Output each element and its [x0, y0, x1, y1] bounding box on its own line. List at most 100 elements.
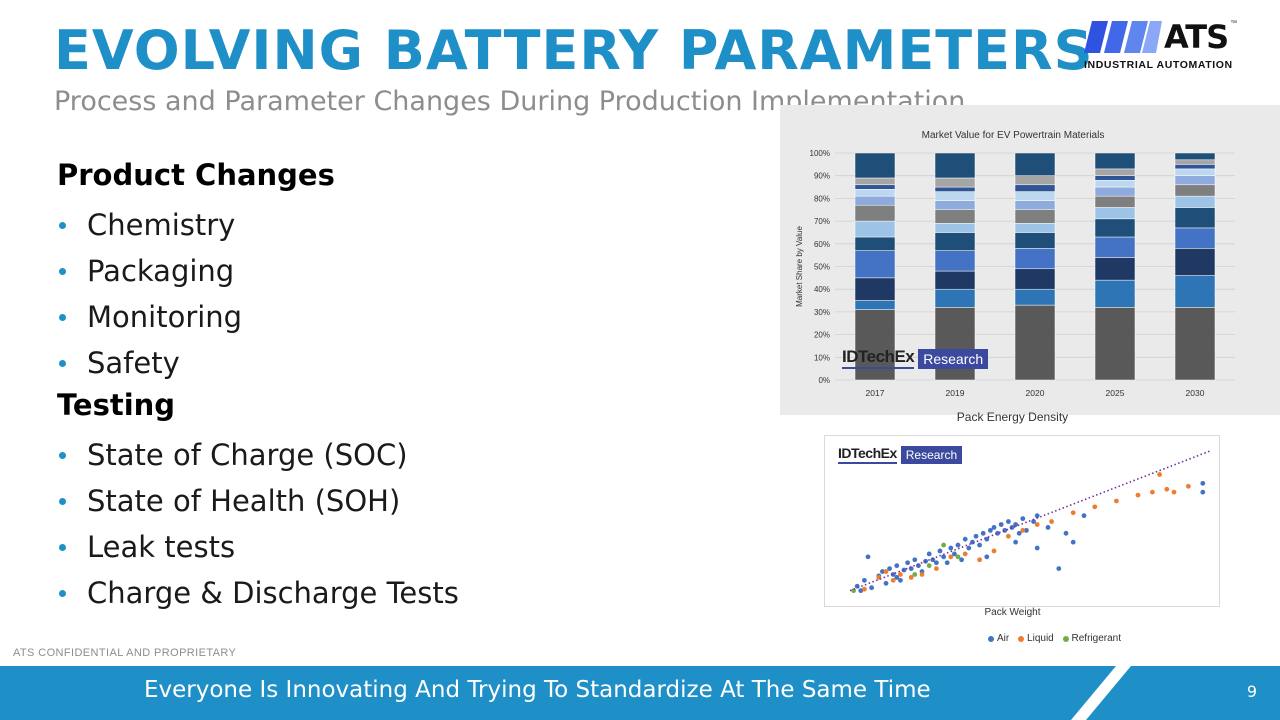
scatter-point — [1135, 492, 1141, 498]
idtechex-logo-secondary: IDTechEx Research — [838, 446, 963, 464]
bar-segment — [1174, 207, 1216, 229]
y-tick-label: 50% — [814, 263, 830, 272]
bar-segment — [1174, 164, 1216, 170]
scatter-point — [890, 572, 896, 577]
bar-segment — [934, 209, 976, 224]
bar-segment — [1094, 257, 1136, 281]
bar-segment — [1014, 223, 1056, 233]
bar-segment — [1174, 152, 1216, 161]
scatter-point — [962, 551, 968, 557]
bar-segment — [1174, 184, 1216, 197]
scatter-point — [1200, 489, 1206, 495]
bar-segment — [1174, 159, 1216, 165]
scatter-point — [977, 542, 982, 548]
bar-segment — [1094, 186, 1136, 197]
legend-item-refrigerant: Refrigerant — [1062, 633, 1121, 644]
footer-band — [0, 666, 1280, 720]
bar-segment — [1014, 175, 1056, 186]
bullet-icon — [59, 313, 66, 321]
idtechex-logo-name: IDTechEx — [842, 348, 915, 369]
scatter-chart: Usable Capacity — [849, 450, 1211, 594]
y-tick-label: 60% — [814, 240, 830, 249]
scatter-point — [1020, 527, 1026, 533]
bar-segment — [1174, 275, 1216, 308]
scatter-chart-legend: Air Liquid Refrigerant — [780, 633, 1280, 645]
page-number: 9 — [1246, 682, 1258, 701]
scatter-point — [998, 522, 1004, 527]
footer-band-shape — [0, 666, 1280, 720]
scatter-point — [912, 557, 918, 563]
chart-ylabel: Market Share by Value — [795, 226, 804, 307]
list-item-text: Packaging — [87, 254, 235, 288]
list-item: Safety — [57, 340, 677, 386]
testing-list: State of Charge (SOC) State of Health (S… — [57, 432, 677, 616]
y-tick-label: 30% — [814, 308, 830, 317]
bar-segment — [1014, 209, 1056, 224]
bar-segment — [854, 177, 896, 186]
scatter-point — [1013, 539, 1018, 545]
bar-segment — [1094, 236, 1136, 258]
list-item-text: Monitoring — [87, 300, 243, 334]
scatter-point — [883, 569, 889, 574]
legend-label: Refrigerant — [1071, 633, 1121, 644]
scatter-point — [862, 577, 867, 583]
scatter-point — [901, 567, 907, 573]
scatter-point — [959, 557, 964, 563]
scatter-point — [941, 554, 946, 560]
scatter-point — [962, 536, 968, 542]
list-item: State of Health (SOH) — [57, 478, 677, 524]
scatter-point — [1045, 525, 1051, 530]
scatter-point — [865, 554, 871, 560]
scatter-point — [1020, 516, 1026, 522]
product-changes-list: Chemistry Packaging Monitoring Safety — [57, 202, 677, 386]
x-tick-label: 2019 — [946, 388, 965, 398]
list-item-text: State of Charge (SOC) — [87, 438, 408, 472]
list-item-text: Leak tests — [87, 530, 236, 564]
scatter-point — [1164, 486, 1170, 492]
scatter-point — [1056, 566, 1062, 571]
list-item-text: Chemistry — [87, 208, 236, 242]
scatter-point — [1034, 545, 1040, 551]
bar-segment — [1014, 232, 1056, 249]
list-item: Chemistry — [57, 202, 677, 248]
scatter-point — [926, 563, 932, 569]
scatter-point — [905, 560, 910, 566]
idtechex-logo-badge: Research — [900, 446, 963, 464]
bar-segment — [1014, 200, 1056, 210]
ats-logo-tagline: INDUSTRIAL AUTOMATION — [1084, 59, 1233, 71]
bullet-icon — [59, 543, 66, 551]
bar-segment — [854, 236, 896, 251]
scatter-point — [1186, 483, 1191, 489]
section-heading-product-changes: Product Changes — [57, 158, 335, 192]
scatter-point — [894, 575, 900, 580]
bar-segment — [1014, 268, 1056, 290]
bar-segment — [1094, 207, 1136, 220]
bar-segment — [854, 189, 896, 197]
bar-segment — [854, 220, 896, 238]
scatter-point — [1034, 522, 1040, 527]
legend-item-liquid: Liquid — [1018, 633, 1054, 644]
scatter-point — [1092, 504, 1098, 510]
scatter-point — [937, 548, 943, 554]
scatter-point — [851, 588, 856, 594]
scatter-point — [908, 575, 914, 580]
scatter-point — [1006, 519, 1011, 524]
scatter-point — [991, 525, 997, 530]
scatter-point — [955, 542, 961, 548]
y-tick-label: 90% — [814, 172, 830, 181]
bar-segment — [1094, 279, 1136, 308]
bar-segment — [934, 307, 976, 381]
bar-segment — [934, 223, 976, 233]
bar-segment — [854, 277, 896, 301]
scatter-point — [887, 566, 892, 571]
scatter-point — [955, 554, 961, 560]
bar-segment — [1094, 179, 1136, 188]
list-item: Leak tests — [57, 524, 677, 570]
bar-segment — [1094, 175, 1136, 181]
bar-segment — [854, 184, 896, 190]
scatter-point — [898, 572, 903, 577]
y-tick-label: 20% — [814, 331, 830, 340]
scatter-point — [1063, 530, 1069, 536]
bullet-content: Product Changes Chemistry Packaging Moni… — [57, 156, 677, 616]
scatter-point — [1171, 489, 1177, 495]
